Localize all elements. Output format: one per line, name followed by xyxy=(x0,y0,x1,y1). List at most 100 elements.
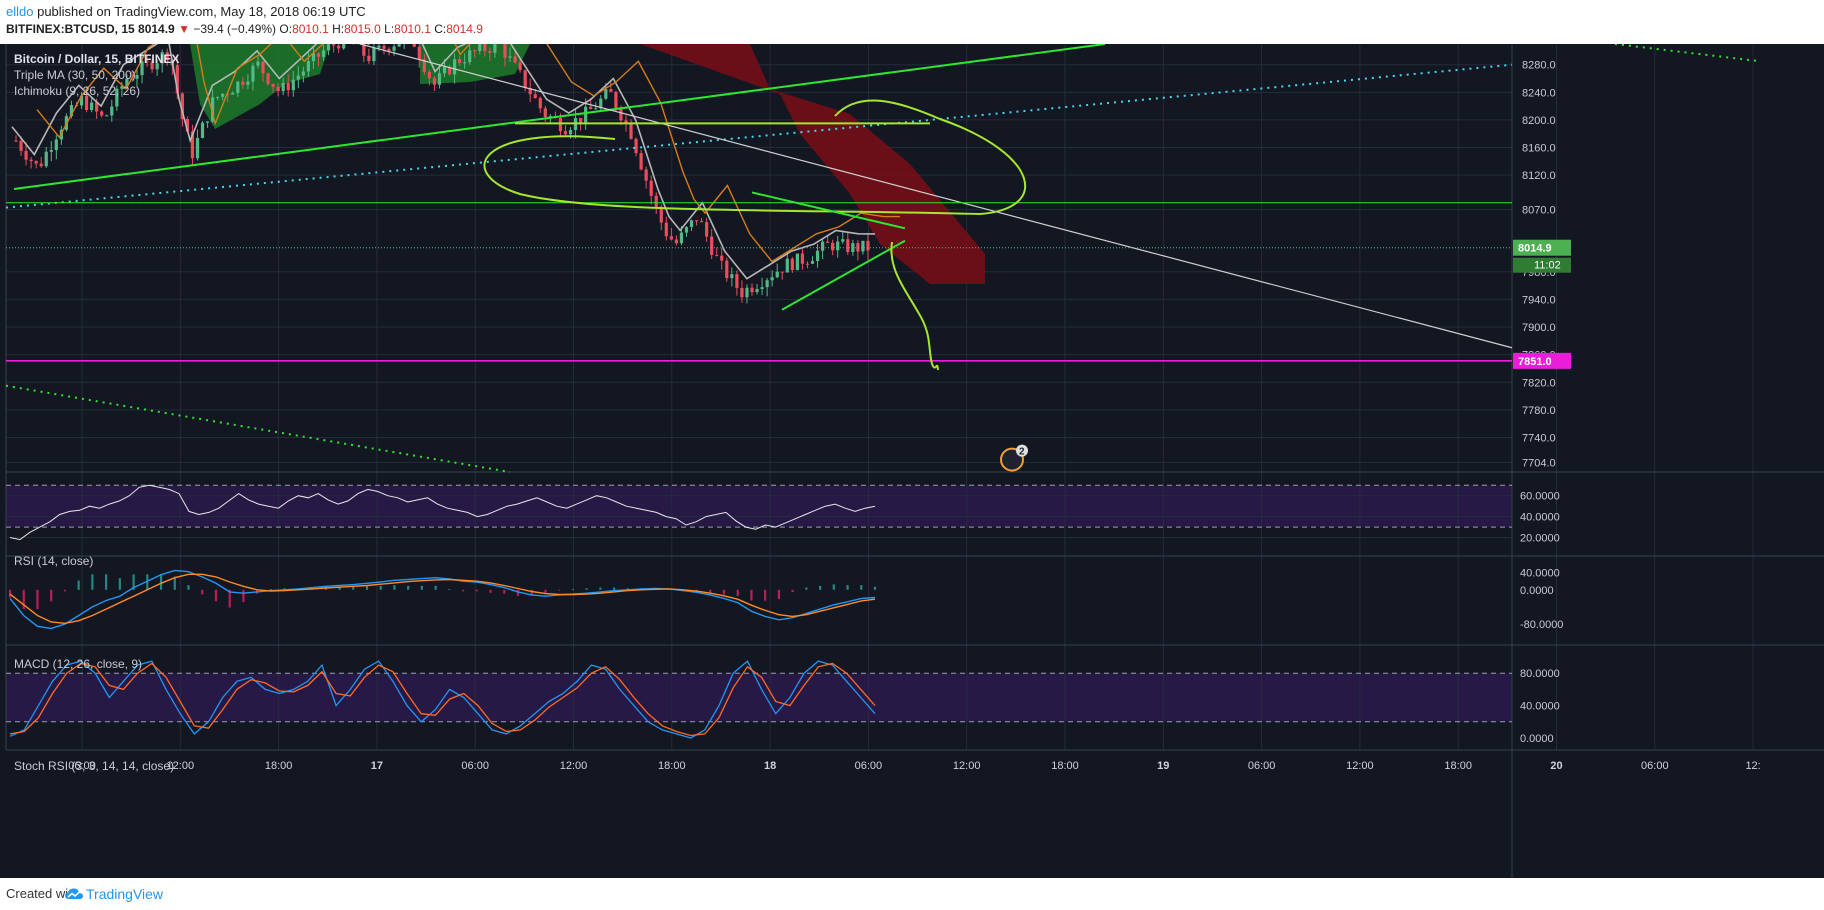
candle-body xyxy=(276,86,280,92)
open-value: 8010.1 xyxy=(292,22,329,36)
candle-body xyxy=(382,45,386,49)
last-price: 8014.9 xyxy=(138,22,175,36)
candle-body xyxy=(488,51,492,53)
candle-body xyxy=(246,81,250,85)
candle-body xyxy=(316,53,321,57)
ichimoku-cloud-red xyxy=(640,44,985,284)
candle-body xyxy=(432,78,437,85)
rsi-pane-label[interactable]: RSI (14, close) xyxy=(14,554,94,568)
author-link[interactable]: elldo xyxy=(6,4,34,19)
candle-body xyxy=(710,236,714,255)
last-price-tag: 8014.9 xyxy=(1518,243,1552,255)
candle-body xyxy=(770,277,774,281)
candle-body xyxy=(140,61,144,76)
y-tick-label: 8160.0 xyxy=(1522,143,1556,155)
candle-body xyxy=(150,61,154,70)
candle-body xyxy=(200,122,205,138)
y-tick-label: 20.0000 xyxy=(1520,533,1560,545)
candle-body xyxy=(306,61,310,72)
symbol-info: BITFINEX:BTCUSD, 15 8014.9 ▼ −39.4 (−0.4… xyxy=(6,22,483,36)
candle-body xyxy=(790,258,794,271)
candle-body xyxy=(261,61,265,74)
candle-body xyxy=(256,61,260,66)
x-tick-label: 12:00 xyxy=(1346,760,1374,772)
candle-body xyxy=(594,108,598,110)
candle-body xyxy=(750,287,754,293)
triangle-bottom-line xyxy=(781,239,906,311)
candle-body xyxy=(740,287,744,298)
candle-body xyxy=(624,120,628,123)
candle-body xyxy=(715,254,719,256)
chart-area[interactable]: 06:00 12:00 18:00 17 06:00 12:00 18:00 18 06:00 1… xyxy=(0,44,1824,878)
trendline-cyan-dotted xyxy=(5,63,1513,209)
level-price-tag-bg xyxy=(1513,352,1571,369)
high-label: H: xyxy=(332,22,345,36)
candle-body xyxy=(337,45,341,49)
candle-body xyxy=(674,239,678,244)
candle-body xyxy=(342,44,346,49)
last-price-tag-bg xyxy=(1513,239,1571,256)
trendline-white-down xyxy=(359,44,1513,349)
x-tick-label: 12:00 xyxy=(560,760,588,772)
x-tick-label: 18:00 xyxy=(1051,760,1079,772)
publish-header: elldo published on TradingView.com, May … xyxy=(0,0,1824,44)
candle-body xyxy=(820,241,825,251)
candle-body xyxy=(493,44,497,53)
candle-body xyxy=(266,73,270,84)
candle-body xyxy=(296,75,300,80)
candle-body xyxy=(236,81,240,93)
candle-body xyxy=(79,95,84,106)
candle-body xyxy=(700,221,704,223)
drawn-ellipse xyxy=(483,99,1027,216)
candle-body xyxy=(639,153,643,170)
candle-body xyxy=(286,83,290,91)
candle-body xyxy=(95,102,99,112)
candle-body xyxy=(730,274,734,279)
tradingview-link[interactable]: TradingView xyxy=(86,886,164,902)
publish-text: published on TradingView.com, May 18, 20… xyxy=(37,4,366,19)
ma-50-line xyxy=(36,44,900,263)
chart-canvas[interactable]: 06:00 12:00 18:00 17 06:00 12:00 18:00 18 06:00 1… xyxy=(0,44,1824,878)
y-tick-label: 7940.0 xyxy=(1522,294,1556,306)
candle-body xyxy=(145,61,149,63)
candle-body xyxy=(654,195,658,207)
candle-body xyxy=(115,88,119,107)
candle-body xyxy=(165,52,169,61)
y-tick-label: -80.0000 xyxy=(1520,619,1563,631)
y-tick-label: 7820.0 xyxy=(1522,377,1556,389)
macd-pane-label[interactable]: MACD (12, 26, close, 9) xyxy=(14,657,143,671)
candle-body xyxy=(831,242,835,251)
candle-body xyxy=(765,280,769,288)
candle-body xyxy=(634,138,638,154)
footer-created-text: Created with xyxy=(6,886,79,901)
x-tick-label: 06:00 xyxy=(1641,760,1669,772)
x-tick-label: 06:00 xyxy=(461,760,489,772)
candle-body xyxy=(846,239,850,252)
candle-body xyxy=(205,121,210,123)
candle-body xyxy=(422,59,426,72)
candle-body xyxy=(155,63,159,70)
countdown-tag: 11:02 xyxy=(1534,260,1561,272)
ichimoku-cloud-green xyxy=(420,44,530,84)
candle-body xyxy=(447,66,452,75)
candle-body xyxy=(221,93,225,97)
x-tick-label: 06:00 xyxy=(68,760,96,772)
y-tick-label: 8120.0 xyxy=(1522,170,1556,182)
ichimoku-cloud-green xyxy=(190,44,330,129)
y-tick-label: 40.0000 xyxy=(1520,701,1560,713)
candle-body xyxy=(216,96,220,98)
legend-ichimoku[interactable]: Ichimoku (9, 26, 52, 26) xyxy=(14,84,141,98)
low-value: 8010.1 xyxy=(394,22,431,36)
candle-body xyxy=(760,287,764,289)
candle-body xyxy=(301,71,305,76)
legend-triple-ma[interactable]: Triple MA (30, 50, 200) xyxy=(14,68,136,82)
candle-body xyxy=(120,86,124,89)
candle-body xyxy=(508,56,512,58)
candle-body xyxy=(841,239,845,242)
candle-body xyxy=(251,65,255,82)
legend-title[interactable]: Bitcoin / Dollar, 15, BITFINEX xyxy=(14,52,180,66)
stoch-pane-label[interactable]: Stoch RSI (3, 3, 14, 14, close) xyxy=(14,759,175,773)
candle-body xyxy=(175,65,179,94)
candle-body xyxy=(780,271,784,273)
candle-body xyxy=(725,260,729,279)
